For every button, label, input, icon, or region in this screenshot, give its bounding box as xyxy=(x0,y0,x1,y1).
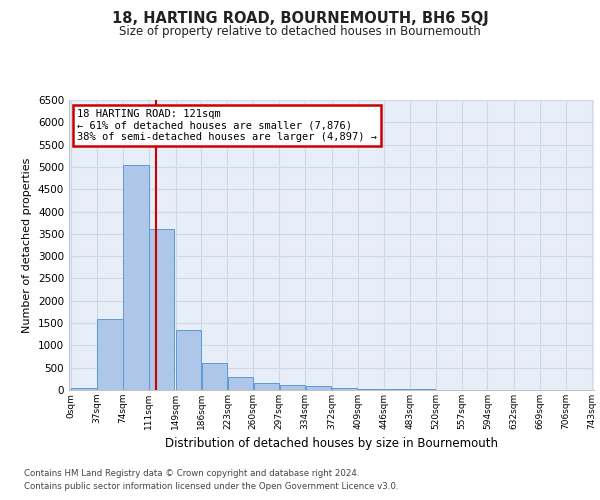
X-axis label: Distribution of detached houses by size in Bournemouth: Distribution of detached houses by size … xyxy=(165,438,498,450)
Y-axis label: Number of detached properties: Number of detached properties xyxy=(22,158,32,332)
Text: Contains public sector information licensed under the Open Government Licence v3: Contains public sector information licen… xyxy=(24,482,398,491)
Bar xyxy=(176,330,201,390)
Bar xyxy=(97,318,122,390)
Text: 18, HARTING ROAD, BOURNEMOUTH, BH6 5QJ: 18, HARTING ROAD, BOURNEMOUTH, BH6 5QJ xyxy=(112,11,488,26)
Text: Contains HM Land Registry data © Crown copyright and database right 2024.: Contains HM Land Registry data © Crown c… xyxy=(24,468,359,477)
Bar xyxy=(280,384,305,390)
Bar xyxy=(384,389,409,390)
Bar xyxy=(254,384,279,390)
Bar xyxy=(305,386,331,390)
Text: Size of property relative to detached houses in Bournemouth: Size of property relative to detached ho… xyxy=(119,25,481,38)
Bar xyxy=(202,363,227,390)
Bar xyxy=(358,388,383,390)
Bar xyxy=(124,164,149,390)
Bar xyxy=(228,376,253,390)
Text: 18 HARTING ROAD: 121sqm
← 61% of detached houses are smaller (7,876)
38% of semi: 18 HARTING ROAD: 121sqm ← 61% of detache… xyxy=(77,109,377,142)
Bar xyxy=(149,230,175,390)
Bar xyxy=(332,388,358,390)
Bar xyxy=(71,388,97,390)
